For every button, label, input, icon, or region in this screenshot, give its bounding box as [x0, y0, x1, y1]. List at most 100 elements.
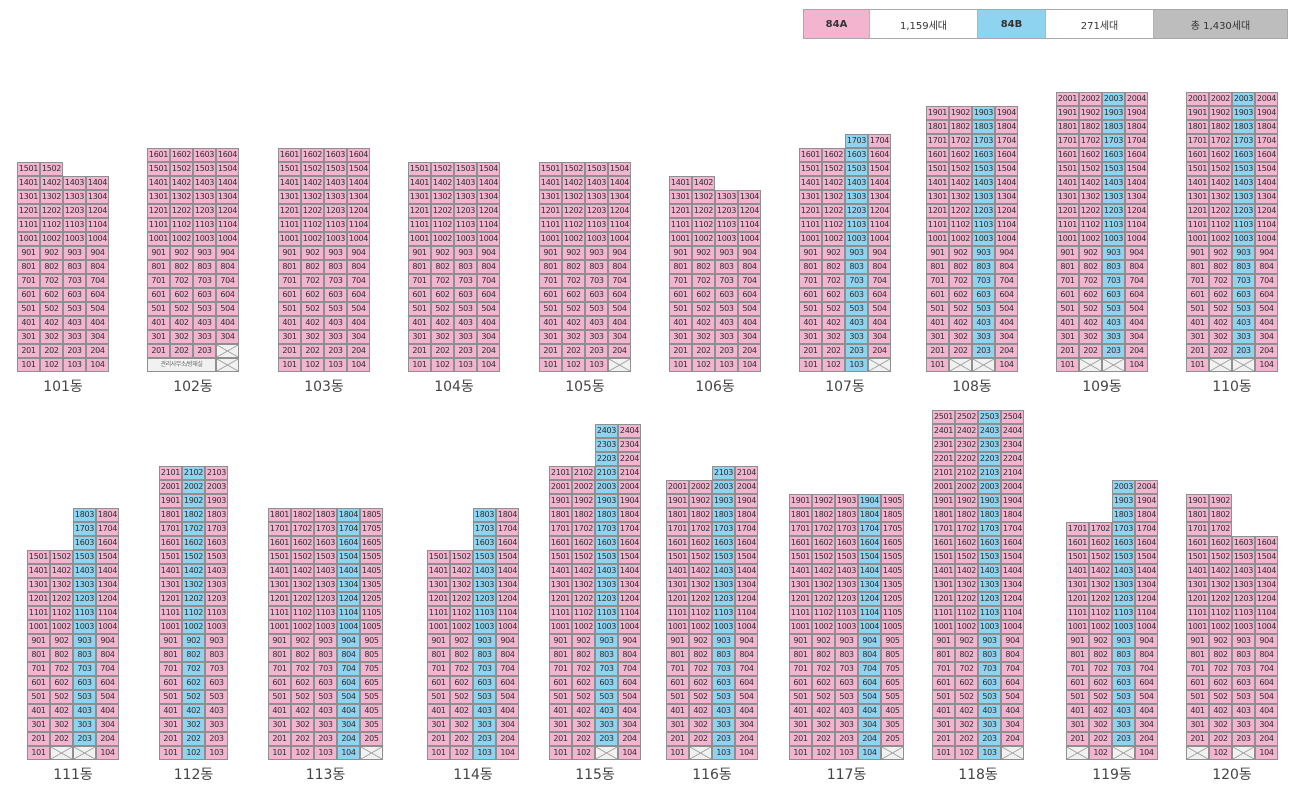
- unit-804: 804: [496, 648, 519, 662]
- unit-504: 504: [337, 690, 360, 704]
- unit-601: 601: [147, 288, 170, 302]
- unit-1301: 1301: [159, 578, 182, 592]
- building-label: 114동: [453, 767, 493, 783]
- unit-1403: 1403: [193, 176, 216, 190]
- unit-1501: 1501: [159, 550, 182, 564]
- unit-302: 302: [562, 330, 585, 344]
- unit-303: 303: [324, 330, 347, 344]
- unit-701: 701: [17, 274, 40, 288]
- unit-801: 801: [427, 648, 450, 662]
- unit-204: 204: [608, 344, 631, 358]
- unit-203: 203: [63, 344, 86, 358]
- unit-1102: 1102: [572, 606, 595, 620]
- unit-401: 401: [278, 316, 301, 330]
- unit-1401: 1401: [159, 564, 182, 578]
- unit-101: 101: [539, 358, 562, 372]
- unit-1601: 1601: [789, 536, 812, 550]
- unit-1002: 1002: [949, 232, 972, 246]
- unit-1402: 1402: [450, 564, 473, 578]
- unit-303: 303: [205, 718, 228, 732]
- building-label: 107동: [825, 379, 865, 395]
- unit-1601: 1601: [159, 536, 182, 550]
- unit-801: 801: [27, 648, 50, 662]
- unit-801: 801: [1186, 260, 1209, 274]
- unit-1101: 1101: [549, 606, 572, 620]
- unit-601: 601: [278, 288, 301, 302]
- unit-601: 601: [669, 288, 692, 302]
- unit-1604: 1604: [995, 148, 1018, 162]
- unit-1102: 1102: [955, 606, 978, 620]
- empty-unit: [868, 358, 891, 372]
- unit-1801: 1801: [926, 120, 949, 134]
- unit-704: 704: [1001, 662, 1024, 676]
- unit-1402: 1402: [812, 564, 835, 578]
- unit-703: 703: [73, 662, 96, 676]
- unit-903: 903: [63, 246, 86, 260]
- unit-1001: 1001: [926, 232, 949, 246]
- unit-901: 901: [926, 246, 949, 260]
- unit-1001: 1001: [669, 232, 692, 246]
- unit-1103: 1103: [1112, 606, 1135, 620]
- building-110동: 2001 2002 2003 2004 1901 1902 1903 1904 1801 1802…: [1186, 92, 1278, 396]
- unit-602: 602: [1089, 676, 1112, 690]
- unit-603: 603: [845, 288, 868, 302]
- unit-1603: 1603: [1112, 536, 1135, 550]
- unit-1202: 1202: [1089, 592, 1112, 606]
- unit-1602: 1602: [170, 148, 193, 162]
- unit-1205: 1205: [360, 592, 383, 606]
- unit-1503: 1503: [73, 550, 96, 564]
- unit-1904: 1904: [618, 494, 641, 508]
- legend-84a-swatch: 84A: [804, 10, 870, 38]
- unit-504: 504: [608, 302, 631, 316]
- unit-404: 404: [1125, 316, 1148, 330]
- unit-702: 702: [1209, 662, 1232, 676]
- unit-1402: 1402: [301, 176, 324, 190]
- unit-1504: 1504: [1125, 162, 1148, 176]
- unit-1302: 1302: [572, 578, 595, 592]
- unit-401: 401: [408, 316, 431, 330]
- unit-1703: 1703: [712, 522, 735, 536]
- unit-502: 502: [572, 690, 595, 704]
- unit-1301: 1301: [539, 190, 562, 204]
- unit-602: 602: [1209, 288, 1232, 302]
- unit-302: 302: [450, 718, 473, 732]
- unit-1603: 1603: [193, 148, 216, 162]
- unit-1203: 1203: [595, 592, 618, 606]
- unit-1501: 1501: [789, 550, 812, 564]
- unit-602: 602: [450, 676, 473, 690]
- unit-1201: 1201: [669, 204, 692, 218]
- unit-1601: 1601: [1186, 536, 1209, 550]
- unit-1102: 1102: [1079, 218, 1102, 232]
- unit-1301: 1301: [932, 578, 955, 592]
- unit-1103: 1103: [1232, 606, 1255, 620]
- unit-404: 404: [738, 316, 761, 330]
- unit-1405: 1405: [881, 564, 904, 578]
- unit-1601: 1601: [1186, 148, 1209, 162]
- unit-204: 204: [738, 344, 761, 358]
- legend-84a-count: 1,159세대: [870, 10, 978, 38]
- unit-602: 602: [182, 676, 205, 690]
- unit-1504: 1504: [216, 162, 239, 176]
- building-115동: 2403 2404 2303 2304 2203 2204 2101 2102 2103 2104…: [549, 424, 641, 784]
- unit-1701: 1701: [926, 134, 949, 148]
- unit-402: 402: [431, 316, 454, 330]
- unit-901: 901: [539, 246, 562, 260]
- unit-1802: 1802: [955, 508, 978, 522]
- empty-unit: [881, 746, 904, 760]
- building-114동: 1803 1804 1703 1704 1603 1604 1501 1502 1503 1504…: [427, 508, 519, 784]
- unit-2003: 2003: [978, 480, 1001, 494]
- unit-1304: 1304: [96, 578, 119, 592]
- unit-101: 101: [268, 746, 291, 760]
- unit-1104: 1104: [868, 218, 891, 232]
- unit-1601: 1601: [1056, 148, 1079, 162]
- unit-304: 304: [496, 718, 519, 732]
- unit-1504: 1504: [995, 162, 1018, 176]
- unit-501: 501: [268, 690, 291, 704]
- unit-1001: 1001: [147, 232, 170, 246]
- unit-1701: 1701: [1186, 134, 1209, 148]
- unit-503: 503: [1112, 690, 1135, 704]
- unit-1704: 1704: [618, 522, 641, 536]
- unit-2004: 2004: [735, 480, 758, 494]
- unit-1702: 1702: [1209, 522, 1232, 536]
- unit-802: 802: [431, 260, 454, 274]
